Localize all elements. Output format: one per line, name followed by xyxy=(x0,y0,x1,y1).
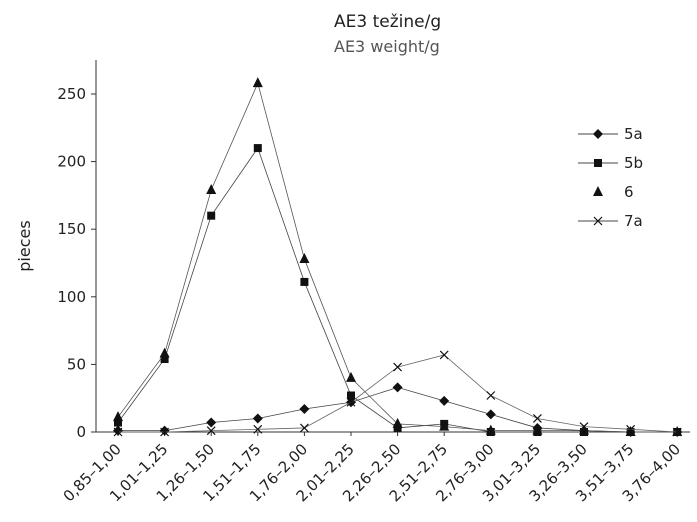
data-point-6 xyxy=(672,426,683,436)
legend-marker-5a xyxy=(593,129,603,139)
y-tick-label: 50 xyxy=(67,355,86,373)
data-point-6 xyxy=(392,417,403,428)
data-point-6 xyxy=(159,347,170,358)
data-point-7a xyxy=(579,422,589,432)
y-tick-label: 100 xyxy=(57,288,86,306)
data-point-5b xyxy=(207,211,216,220)
data-point-7a xyxy=(393,362,403,372)
y-tick-label: 0 xyxy=(76,423,86,441)
legend-label-7a: 7a xyxy=(624,212,643,230)
data-point-7a xyxy=(672,427,682,437)
data-point-5b xyxy=(300,277,309,286)
legend-marker-6 xyxy=(593,186,603,196)
legend-marker-5b xyxy=(594,159,602,167)
data-point-7a xyxy=(486,391,496,400)
data-point-5b xyxy=(114,418,122,427)
data-point-7a xyxy=(160,427,170,437)
y-tick-label: 150 xyxy=(57,220,86,238)
data-point-5b xyxy=(347,391,355,400)
data-point-6 xyxy=(346,371,356,382)
data-point-6 xyxy=(439,420,450,431)
data-point-5a xyxy=(159,425,170,436)
data-point-6 xyxy=(113,411,123,422)
data-point-7a xyxy=(532,414,542,423)
data-point-7a xyxy=(346,397,356,407)
y-axis-label: pieces xyxy=(15,220,34,271)
data-point-6 xyxy=(252,77,263,88)
chart-title: AE3 težine/g xyxy=(334,12,442,32)
data-point-6 xyxy=(485,424,496,435)
chart-subtitle: AE3 weight/g xyxy=(334,37,440,56)
data-point-7a xyxy=(206,426,216,436)
data-point-5a xyxy=(299,404,310,415)
data-point-5b xyxy=(393,423,402,432)
series-line-6 xyxy=(117,81,678,433)
data-point-5a xyxy=(439,395,450,406)
data-point-5b xyxy=(160,354,169,363)
data-point-5a xyxy=(485,409,496,420)
legend-label-5b: 5b xyxy=(624,154,643,172)
data-point-7a xyxy=(299,423,309,433)
y-tick-label: 250 xyxy=(57,85,86,103)
data-point-5a xyxy=(206,417,217,428)
data-point-7a xyxy=(439,350,449,360)
data-point-6 xyxy=(579,424,589,435)
data-point-5a xyxy=(252,413,263,424)
legend-label-5a: 5a xyxy=(624,125,643,143)
data-point-5b xyxy=(253,144,262,153)
data-point-6 xyxy=(625,426,636,436)
data-point-6 xyxy=(206,183,217,194)
data-point-5a xyxy=(113,425,123,436)
data-point-7a xyxy=(253,424,263,434)
legend-label-6: 6 xyxy=(624,183,634,201)
data-point-7a xyxy=(626,424,636,434)
data-point-6 xyxy=(532,424,543,435)
legend-marker-7a xyxy=(593,216,603,226)
data-point-7a xyxy=(113,427,123,437)
data-point-5a xyxy=(392,382,403,393)
data-point-6 xyxy=(299,252,310,263)
y-tick-label: 200 xyxy=(57,153,86,171)
